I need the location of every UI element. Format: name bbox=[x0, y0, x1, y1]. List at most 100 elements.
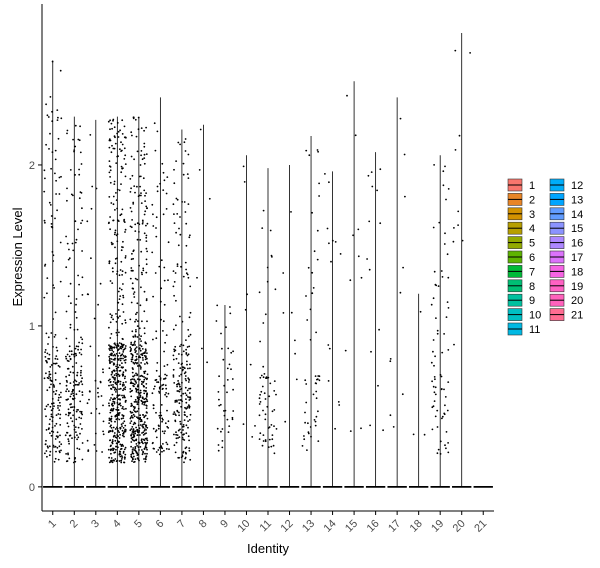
point bbox=[145, 240, 148, 243]
point bbox=[49, 405, 52, 408]
point bbox=[124, 228, 127, 231]
point bbox=[155, 411, 157, 414]
point bbox=[181, 436, 184, 439]
point bbox=[186, 173, 189, 176]
point bbox=[219, 403, 222, 406]
point bbox=[66, 431, 69, 434]
point bbox=[117, 309, 120, 311]
point bbox=[116, 434, 118, 436]
point bbox=[166, 363, 169, 366]
point bbox=[75, 303, 77, 306]
point bbox=[132, 413, 135, 416]
point bbox=[141, 403, 144, 405]
point bbox=[173, 433, 175, 436]
point bbox=[446, 253, 449, 256]
legend-label: 21 bbox=[571, 310, 583, 322]
point bbox=[125, 355, 127, 358]
point bbox=[102, 433, 105, 436]
point bbox=[110, 202, 113, 204]
point bbox=[137, 116, 140, 119]
point bbox=[133, 374, 136, 377]
point bbox=[66, 199, 68, 202]
point bbox=[262, 434, 265, 436]
point bbox=[68, 374, 71, 377]
point bbox=[153, 385, 156, 388]
point bbox=[282, 272, 285, 274]
point bbox=[180, 405, 183, 408]
point bbox=[175, 433, 178, 436]
point bbox=[143, 421, 146, 423]
point bbox=[143, 213, 146, 216]
point bbox=[58, 176, 61, 179]
point bbox=[161, 420, 164, 423]
point bbox=[138, 449, 140, 451]
point bbox=[145, 387, 148, 389]
point bbox=[122, 311, 125, 313]
point bbox=[109, 445, 112, 448]
point bbox=[52, 402, 55, 405]
point bbox=[139, 349, 142, 352]
point bbox=[120, 141, 122, 144]
point bbox=[75, 418, 78, 421]
point bbox=[180, 394, 183, 397]
point bbox=[120, 260, 123, 263]
point bbox=[270, 424, 273, 426]
point bbox=[132, 361, 135, 364]
point bbox=[66, 132, 68, 135]
point bbox=[137, 407, 140, 410]
point bbox=[59, 280, 62, 283]
point bbox=[76, 447, 79, 450]
point bbox=[116, 394, 119, 397]
point bbox=[112, 447, 114, 450]
point bbox=[108, 262, 111, 265]
point bbox=[65, 337, 68, 340]
point bbox=[53, 405, 55, 407]
point bbox=[59, 434, 61, 437]
point bbox=[66, 353, 69, 356]
point bbox=[273, 425, 275, 427]
point bbox=[123, 359, 126, 362]
point bbox=[178, 353, 180, 355]
point bbox=[130, 414, 133, 417]
point bbox=[139, 304, 142, 307]
point bbox=[110, 373, 113, 376]
point bbox=[122, 283, 124, 285]
point bbox=[111, 127, 113, 130]
point bbox=[65, 266, 68, 269]
point bbox=[117, 403, 120, 406]
point bbox=[144, 194, 146, 197]
point bbox=[123, 125, 126, 128]
point bbox=[145, 404, 148, 407]
point bbox=[118, 342, 121, 344]
point bbox=[433, 164, 435, 166]
point bbox=[74, 379, 76, 382]
point bbox=[75, 410, 78, 413]
point bbox=[145, 349, 147, 352]
point bbox=[114, 229, 117, 232]
point bbox=[173, 294, 176, 297]
point bbox=[139, 378, 141, 381]
point bbox=[117, 301, 120, 304]
point bbox=[133, 401, 136, 403]
point bbox=[116, 334, 119, 337]
point bbox=[155, 429, 158, 432]
point bbox=[120, 459, 122, 462]
point bbox=[134, 191, 136, 194]
point bbox=[269, 229, 272, 232]
point bbox=[189, 396, 192, 399]
point bbox=[179, 388, 182, 391]
point bbox=[453, 343, 455, 346]
point bbox=[74, 124, 77, 127]
point bbox=[49, 204, 52, 206]
point bbox=[130, 360, 133, 363]
point bbox=[98, 412, 101, 415]
point bbox=[52, 407, 54, 410]
point bbox=[187, 404, 190, 406]
point bbox=[121, 143, 124, 146]
point bbox=[74, 145, 77, 148]
point bbox=[65, 235, 67, 238]
point bbox=[118, 189, 121, 192]
point bbox=[72, 381, 75, 383]
point bbox=[434, 393, 437, 396]
point bbox=[441, 276, 444, 278]
